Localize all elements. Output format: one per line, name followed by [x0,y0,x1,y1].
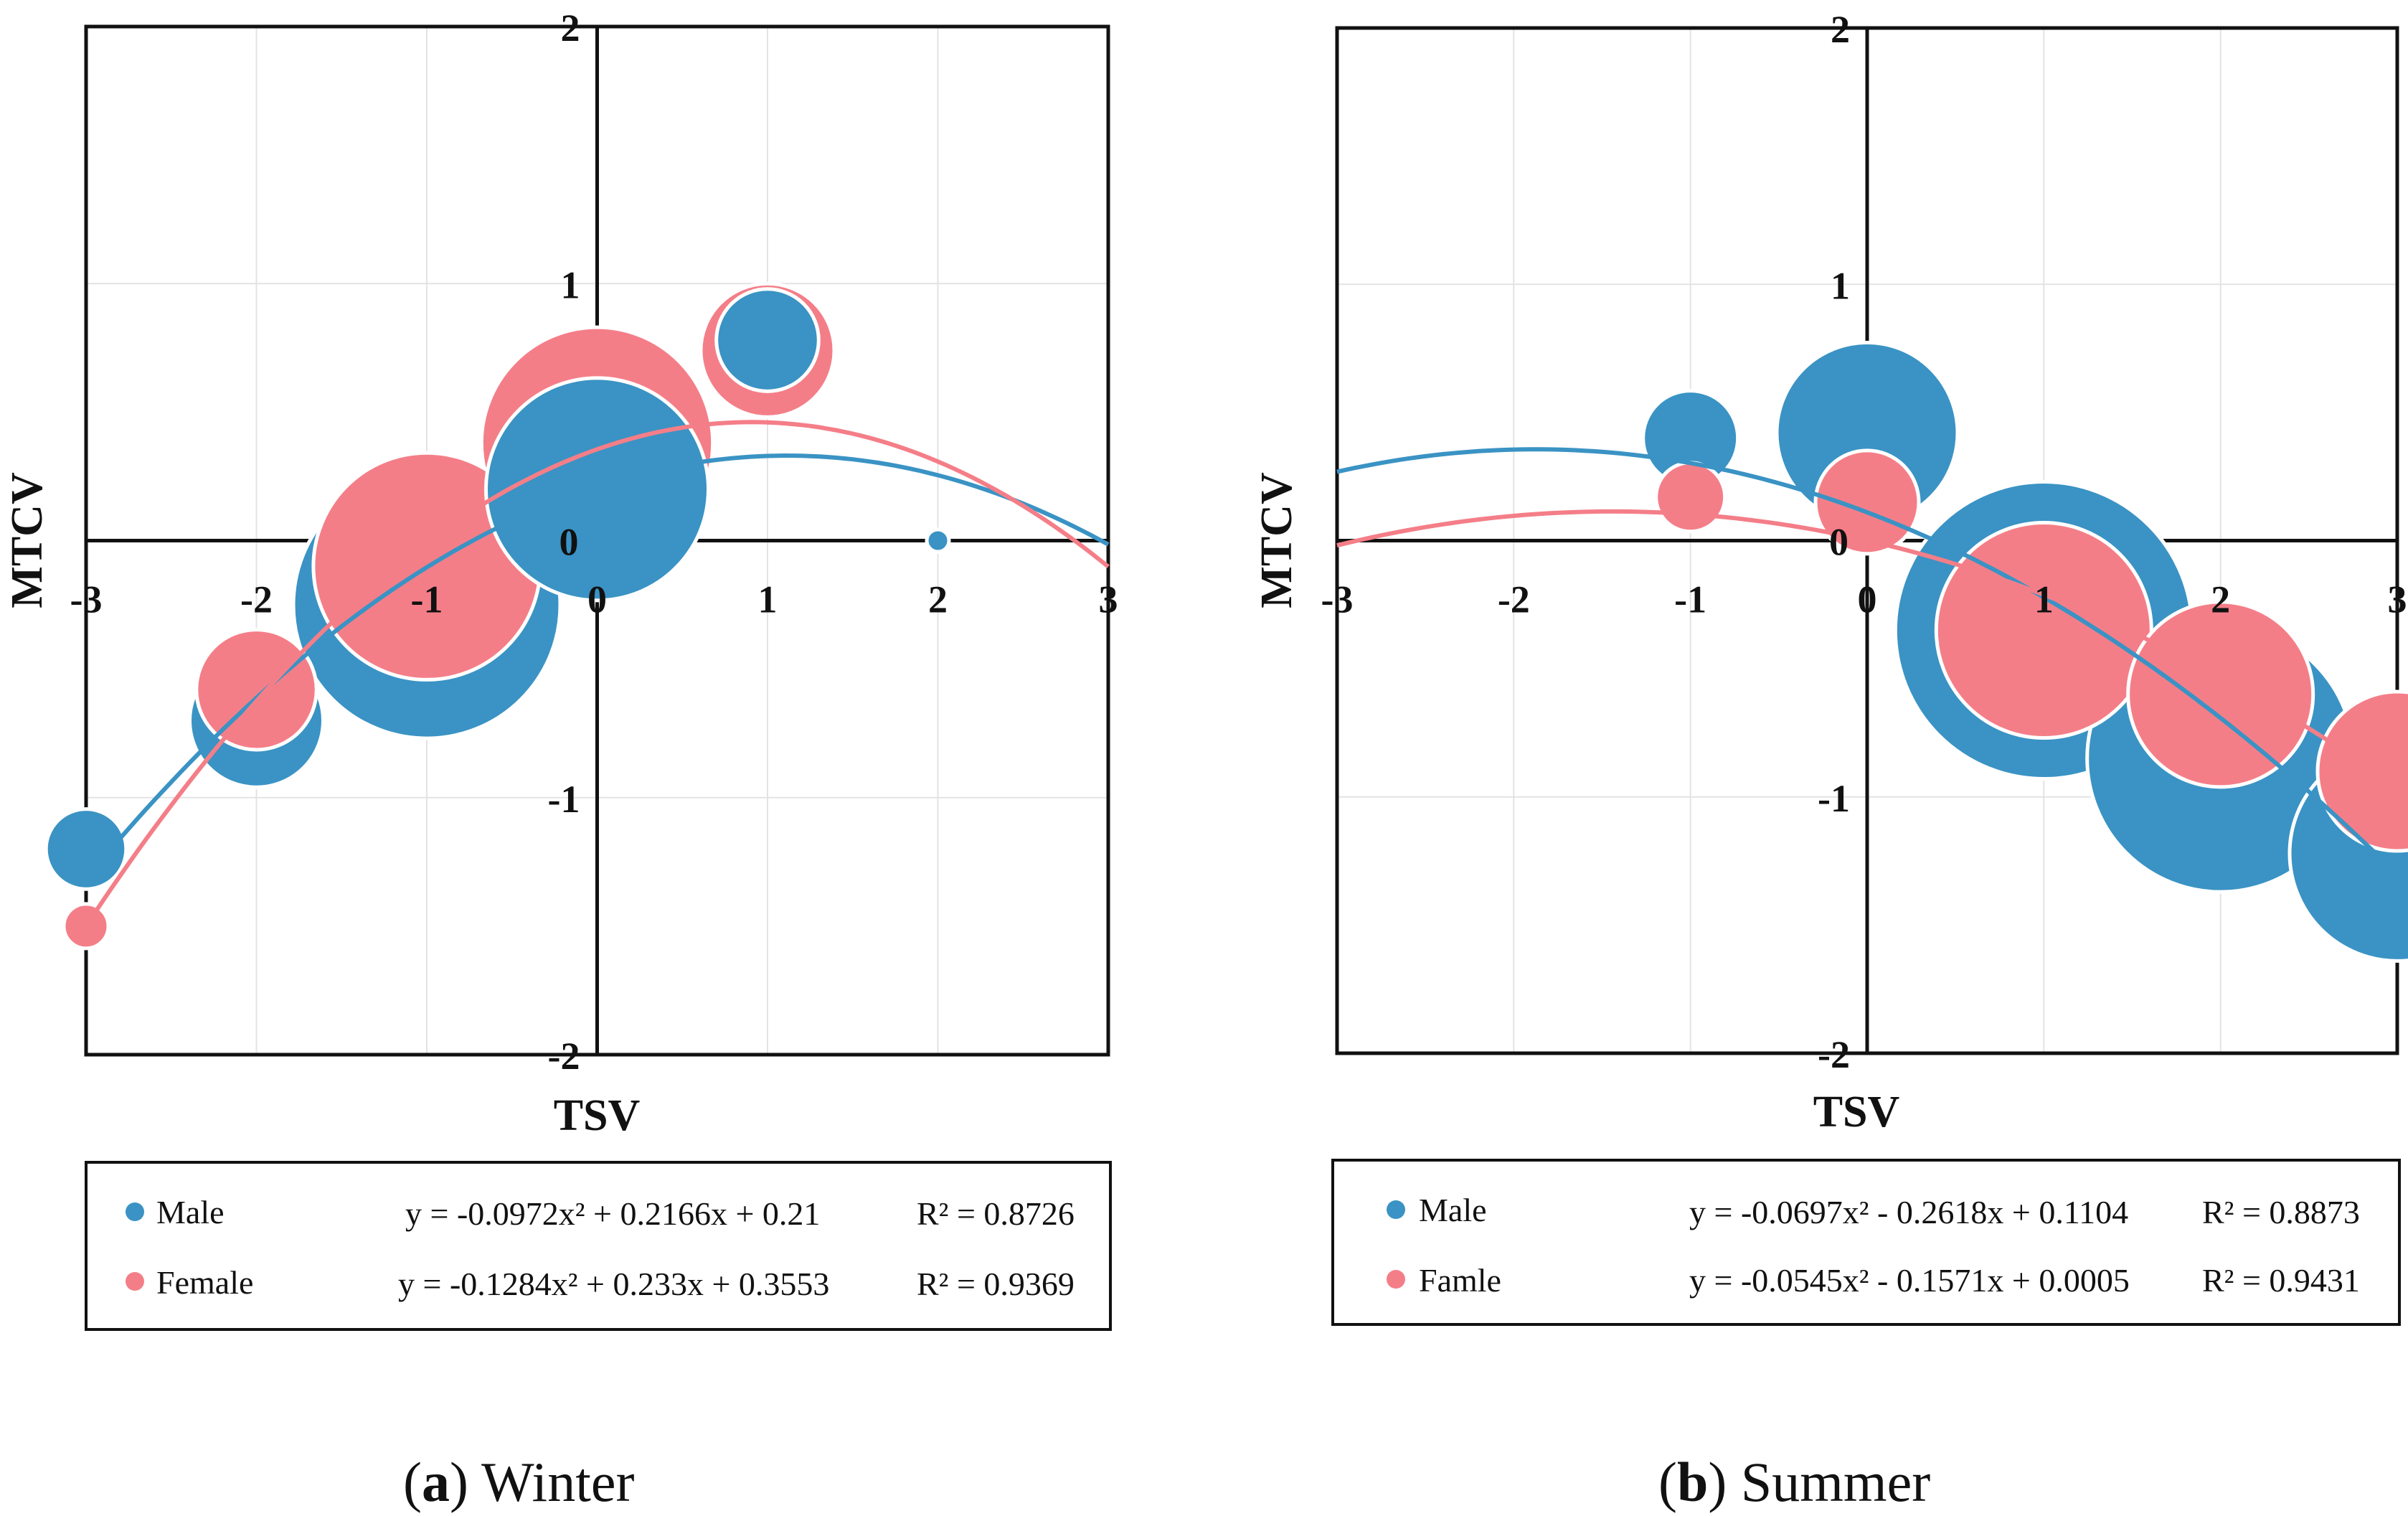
summer-y-tick-label: -1 [1818,777,1850,820]
winter-male-bubble-3 [484,376,710,603]
winter-panel: -3 -2 -1 0 1 2 3 -2 -1 0 1 2 TSV MTCV Male y = -0.0… [3,6,1118,1513]
winter-legend-male-marker [126,1202,144,1221]
summer-bubbles [1641,340,2408,963]
summer-x-tick-label: -1 [1674,578,1706,621]
summer-y-tick-label: 2 [1831,8,1850,51]
winter-legend-female-r2: R² = 0.9369 [917,1266,1075,1302]
winter-male-bubble-0 [44,807,128,891]
winter-fit-curves [84,420,1110,928]
winter-y-axis-title: MTCV [3,472,52,608]
winter-bubbles [44,281,951,951]
summer-x-tick-label: 2 [2211,578,2230,621]
winter-legend-female-marker [126,1272,144,1291]
summer-fit-curves [1336,447,2399,876]
summer-legend-male-marker [1387,1200,1405,1219]
summer-y-tick-label: 1 [1831,264,1850,307]
summer-y-tick-label: -2 [1818,1033,1850,1076]
summer-legend-female-equation: y = -0.0545x² - 0.1571x + 0.0005 [1689,1262,2130,1299]
summer-x-tick-label: 3 [2388,578,2407,621]
winter-legend-male-label: Male [156,1194,225,1230]
winter-y-tick-label: -2 [548,1035,580,1078]
summer-tick-labels: -3 -2 -1 0 1 2 3 -2 -1 0 1 2 [1321,8,2407,1076]
winter-male-bubble-5 [925,527,951,554]
winter-legend-female-equation: y = -0.1284x² + 0.233x + 0.3553 [398,1266,829,1302]
winter-x-tick-label: 1 [758,578,778,621]
winter-female-fit-curve [84,420,1110,928]
winter-x-tick-label: -1 [411,578,443,621]
winter-y-tick-label: 1 [561,263,580,306]
summer-legend-female-label: Famle [1419,1262,1501,1299]
summer-x-tick-label: -2 [1498,578,1530,621]
winter-y-tick-label: -1 [548,778,580,821]
summer-male-fit-curve [1336,447,2399,876]
winter-y-tick-label: 2 [561,6,580,50]
winter-caption: (a) Winter [403,1451,635,1513]
winter-x-tick-label: 2 [928,578,948,621]
summer-x-tick-label: 0 [1858,578,1877,621]
summer-y-axis-title: MTCV [1252,472,1301,608]
summer-legend: Male y = -0.0697x² - 0.2618x + 0.1104 R²… [1331,1159,2401,1326]
summer-panel: -3 -2 -1 0 1 2 3 -2 -1 0 1 2 TSV MTCV Male y = -0.0… [1252,8,2408,1513]
summer-female-fit-curve [1336,509,2399,789]
winter-tick-labels: -3 -2 -1 0 1 2 3 -2 -1 0 1 2 [70,6,1118,1078]
winter-x-tick-label: -3 [70,578,103,621]
winter-legend-box [85,1161,1112,1331]
winter-y-tick-label: 0 [559,521,579,564]
summer-legend-male-r2: R² = 0.8873 [2202,1194,2360,1230]
winter-male-bubble-4 [714,287,821,393]
summer-legend-female-marker [1387,1270,1405,1289]
winter-x-tick-label: 3 [1099,578,1118,621]
winter-female-bubble-0 [62,902,110,951]
winter-x-axis-title: TSV [554,1091,641,1140]
summer-legend-box [1331,1159,2401,1326]
winter-x-tick-label: 0 [587,578,607,621]
summer-female-bubble-4 [2315,689,2408,853]
winter-legend-male-r2: R² = 0.8726 [917,1195,1075,1232]
summer-y-tick-label: 0 [1829,521,1849,564]
winter-female-bubble-1 [194,628,318,752]
summer-caption: (b) Summer [1658,1451,1930,1513]
winter-legend-female-label: Female [156,1264,253,1301]
summer-x-axis-title: TSV [1813,1088,1900,1136]
summer-x-tick-label: -3 [1321,578,1354,621]
summer-legend-male-label: Male [1419,1192,1487,1228]
summer-female-bubble-1 [1813,448,1921,556]
summer-legend-female-r2: R² = 0.9431 [2202,1262,2360,1299]
summer-legend-male-equation: y = -0.0697x² - 0.2618x + 0.1104 [1689,1194,2128,1230]
summer-female-bubble-3 [2126,600,2315,789]
summer-x-tick-label: 1 [2034,578,2054,621]
winter-legend: Male y = -0.0972x² + 0.2166x + 0.21 R² =… [85,1161,1112,1331]
summer-female-bubble-0 [1654,461,1727,534]
winter-male-fit-curve [84,453,1110,880]
winter-legend-male-equation: y = -0.0972x² + 0.2166x + 0.21 [405,1195,820,1232]
winter-x-tick-label: -2 [240,578,273,621]
